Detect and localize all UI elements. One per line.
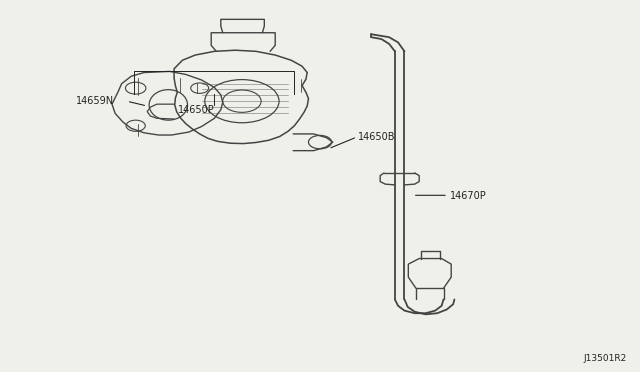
Text: J13501R2: J13501R2 [584, 354, 627, 363]
Text: 14670P: 14670P [450, 191, 486, 201]
Text: 14650P: 14650P [178, 105, 214, 115]
Text: 14659N: 14659N [76, 96, 114, 106]
Text: 14650B: 14650B [358, 132, 396, 142]
